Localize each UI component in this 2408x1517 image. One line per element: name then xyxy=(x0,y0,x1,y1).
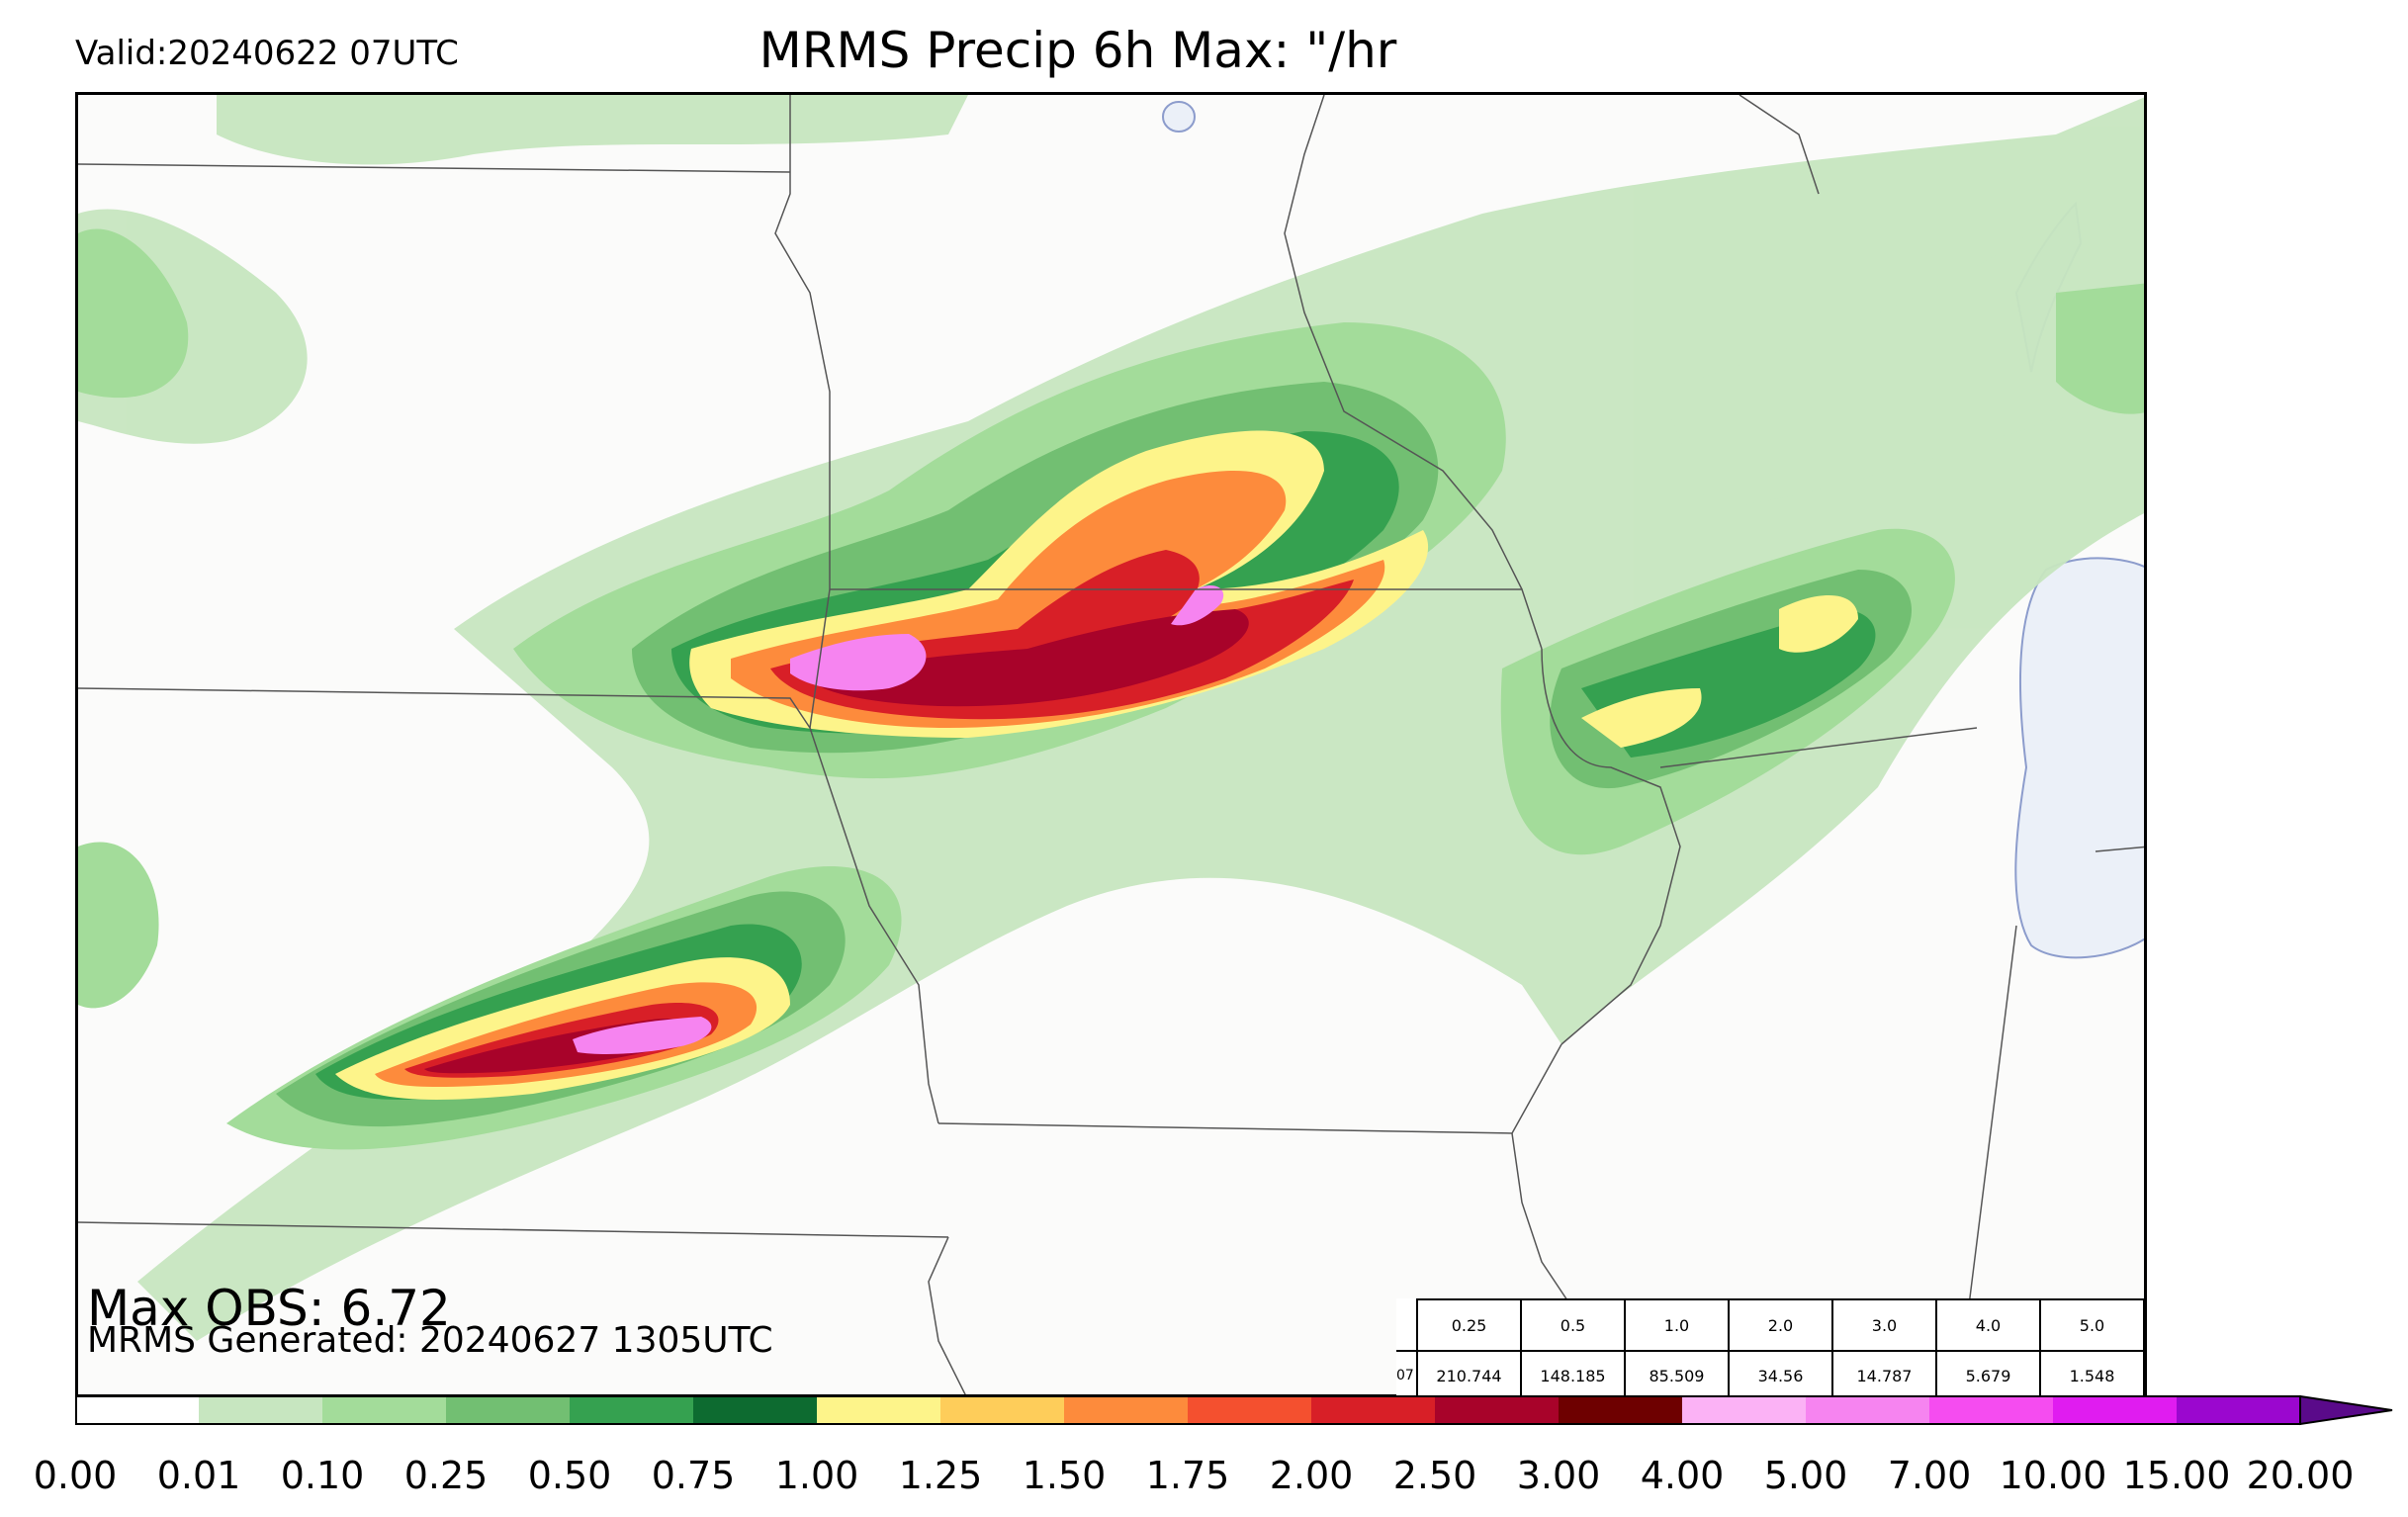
colorbar-tick-label: 20.00 xyxy=(2246,1454,2355,1497)
colorbar-segment xyxy=(1064,1396,1189,1424)
colorbar-segment xyxy=(940,1396,1065,1424)
map-title: MRMS Precip 6h Max: "/hr xyxy=(758,22,1397,79)
row-label-spacer xyxy=(1396,1299,1418,1352)
colorbar-segment xyxy=(199,1396,323,1424)
value-cell: 14.787 xyxy=(1831,1350,1937,1401)
threshold-cell: 1.0 xyxy=(1624,1298,1730,1352)
value-cell: 1.548 xyxy=(2039,1350,2145,1401)
colorbar-segment xyxy=(446,1396,571,1424)
colorbar-tick-label: 10.00 xyxy=(1999,1454,2107,1497)
colorbar-tick-label: 1.75 xyxy=(1145,1454,1230,1497)
colorbar-segment xyxy=(570,1396,694,1424)
colorbar-extend-arrow xyxy=(2299,1394,2393,1426)
colorbar-segment xyxy=(693,1396,818,1424)
colorbar-tick-label: 1.50 xyxy=(1022,1454,1107,1497)
colorbar-tick-label: 0.01 xyxy=(156,1454,241,1497)
value-cell: 5.679 xyxy=(1935,1350,2041,1401)
small-lake xyxy=(1162,101,1196,133)
colorbar-outline xyxy=(75,1395,2301,1425)
precip-pink xyxy=(573,584,1224,1054)
colorbar-segment xyxy=(1559,1396,1683,1424)
colorbar-tick-label: 1.00 xyxy=(774,1454,859,1497)
colorbar-tick-label: 0.10 xyxy=(280,1454,365,1497)
colorbar-tick-label: 2.00 xyxy=(1269,1454,1354,1497)
colorbar-tick-label: 0.00 xyxy=(33,1454,118,1497)
lake-michigan xyxy=(2014,557,2144,959)
colorbar-ticks: 0.00 0.01 0.10 0.25 0.50 0.75 1.00 1.25 1.50 1.75… xyxy=(0,1454,2408,1503)
max-obs-label: Max OBS: 6.72 xyxy=(87,1280,451,1337)
value-cell: 148.185 xyxy=(1520,1350,1626,1401)
colorbar xyxy=(75,1394,2393,1426)
colorbar-segment xyxy=(1188,1396,1312,1424)
colorbar-tick-label: 3.00 xyxy=(1516,1454,1601,1497)
colorbar-segment xyxy=(2053,1396,2178,1424)
colorbar-segment xyxy=(1435,1396,1560,1424)
threshold-cell: 5.0 xyxy=(2039,1298,2145,1352)
colorbar-segment xyxy=(2177,1396,2301,1424)
colorbar-segment xyxy=(1929,1396,2054,1424)
colorbar-tick-label: 2.50 xyxy=(1392,1454,1477,1497)
colorbar-segment xyxy=(817,1396,941,1424)
row-label: 07 xyxy=(1396,1351,1418,1401)
colorbar-tick-label: 1.25 xyxy=(898,1454,983,1497)
colorbar-tick-label: 0.75 xyxy=(651,1454,736,1497)
precip-map xyxy=(75,92,2147,1397)
threshold-stats-table: 0.25 0.5 1.0 2.0 3.0 4.0 5.0 07 210.744 … xyxy=(1396,1298,2145,1401)
colorbar-tick-label: 4.00 xyxy=(1640,1454,1725,1497)
threshold-cell: 0.5 xyxy=(1520,1298,1626,1352)
state-borders xyxy=(78,95,2144,1394)
colorbar-tick-label: 0.25 xyxy=(403,1454,489,1497)
colorbar-segment xyxy=(1806,1396,1930,1424)
generated-time-label: MRMS Generated: 20240627 1305UTC xyxy=(87,1320,773,1361)
colorbar-segment xyxy=(1682,1396,1807,1424)
precip-map-canvas xyxy=(78,95,2144,1394)
threshold-cell: 3.0 xyxy=(1831,1298,1937,1352)
colorbar-segment xyxy=(1311,1396,1436,1424)
valid-time-label: Valid:20240622 07UTC xyxy=(75,34,459,73)
value-cell: 85.509 xyxy=(1624,1350,1730,1401)
colorbar-tick-label: 7.00 xyxy=(1887,1454,1972,1497)
colorbar-tick-label: 5.00 xyxy=(1763,1454,1848,1497)
value-cell: 210.744 xyxy=(1416,1350,1522,1401)
colorbar-segment xyxy=(322,1396,447,1424)
threshold-cell: 4.0 xyxy=(1935,1298,2041,1352)
threshold-cell: 0.25 xyxy=(1416,1298,1522,1352)
threshold-cell: 2.0 xyxy=(1728,1298,1833,1352)
threshold-header-row: 0.25 0.5 1.0 2.0 3.0 4.0 5.0 xyxy=(1396,1298,2145,1352)
value-cell: 34.56 xyxy=(1728,1350,1833,1401)
colorbar-tick-label: 0.50 xyxy=(527,1454,612,1497)
threshold-values-row: 07 210.744 148.185 85.509 34.56 14.787 5… xyxy=(1396,1350,2145,1401)
colorbar-segment xyxy=(75,1396,200,1424)
colorbar-tick-label: 15.00 xyxy=(2122,1454,2231,1497)
